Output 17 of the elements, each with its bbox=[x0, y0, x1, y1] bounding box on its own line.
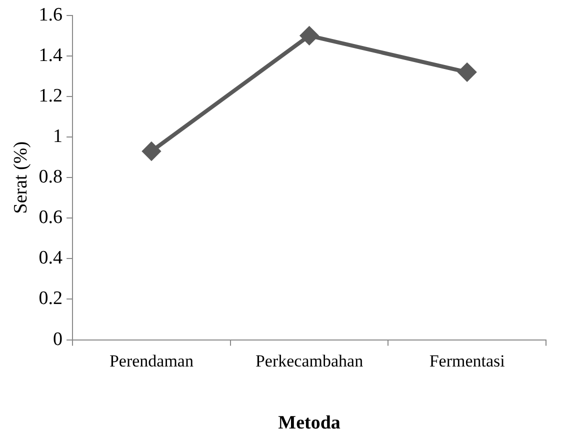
point bbox=[300, 26, 318, 45]
y-tick-label: 1 bbox=[53, 126, 63, 148]
x-tick-label: Perendaman bbox=[109, 351, 194, 370]
y-axis-title: Serat (%) bbox=[10, 141, 32, 214]
y-tick-label: 1.6 bbox=[38, 4, 63, 26]
y-tick-label: 0.6 bbox=[38, 207, 63, 228]
point bbox=[458, 63, 476, 82]
x-tick-label: Fermentasi bbox=[429, 351, 506, 370]
x-axis-title: Metoda bbox=[278, 412, 341, 434]
y-tick-label: 1.2 bbox=[38, 85, 63, 106]
y-tick-label: 0.4 bbox=[38, 248, 64, 269]
x-tick-label: Perkecambahan bbox=[255, 351, 364, 370]
y-tick-label: 0 bbox=[53, 328, 63, 350]
y-tick-label: 0.8 bbox=[38, 166, 63, 188]
y-tick-label: 1.4 bbox=[38, 44, 64, 66]
point bbox=[142, 142, 160, 160]
y-tick-label: 0.2 bbox=[38, 288, 63, 310]
